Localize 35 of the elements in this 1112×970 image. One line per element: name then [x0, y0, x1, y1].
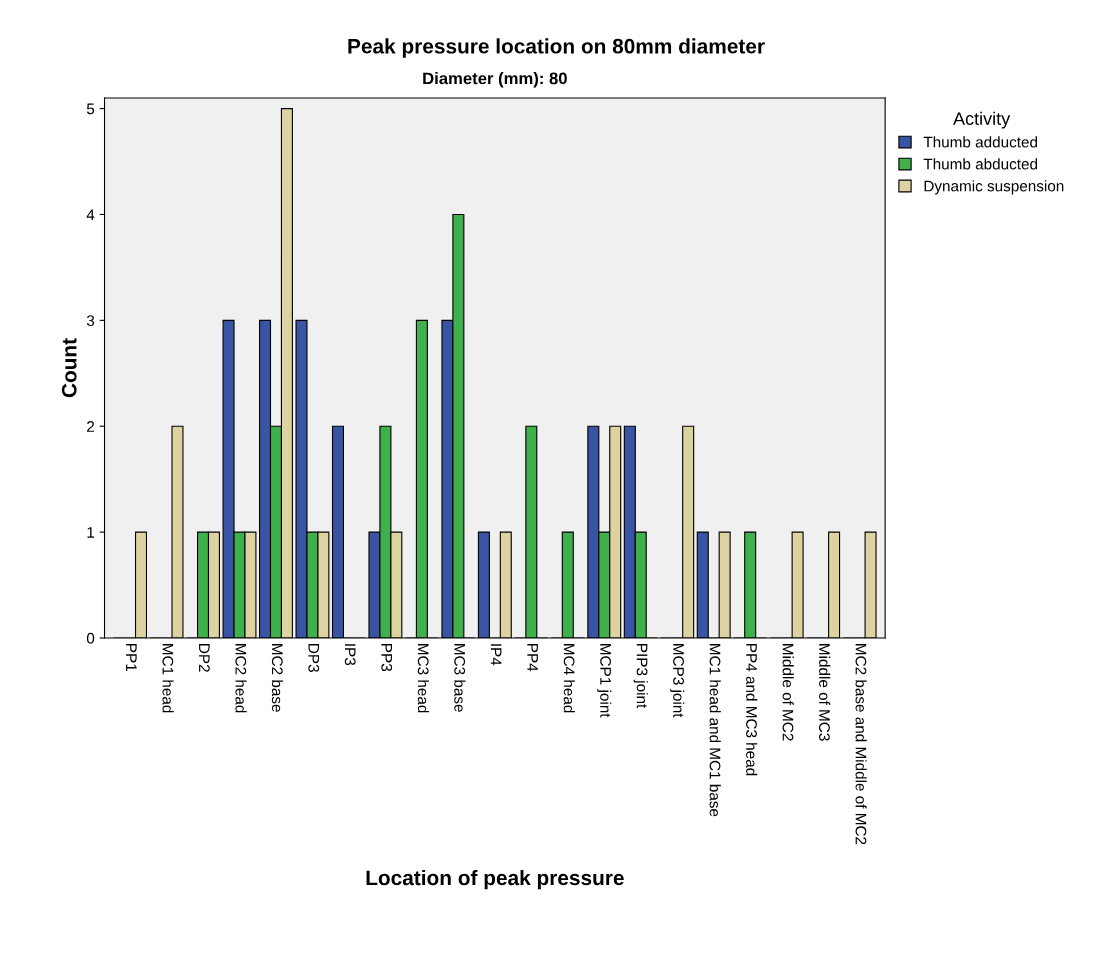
y-tick-label: 4	[86, 209, 95, 221]
x-tick-label: Middle of MC2	[782, 644, 794, 741]
y-axis-title: Count	[61, 338, 77, 398]
x-tick-label: MC2 head	[235, 644, 247, 713]
chart-title: Peak pressure location on 80mm diameter	[348, 38, 765, 58]
x-axis-title: Location of peak pressure	[366, 869, 624, 890]
y-tick-label: 3	[86, 315, 95, 327]
x-tick-label: IP4	[490, 644, 502, 666]
legend-label: Thumb abducted	[923, 158, 1038, 170]
x-tick-label: MC2 base	[271, 644, 284, 712]
x-tick-label: MCP3 joint	[670, 644, 685, 718]
x-tick-label: MC1 head	[162, 644, 174, 713]
legend-title: Activity	[953, 111, 1011, 129]
y-tick-label: 5	[86, 103, 95, 115]
x-tick-label: PP4 and MC3 head	[746, 644, 758, 776]
x-tick-label: PP3	[381, 644, 393, 672]
x-tick-label: MCP1 joint	[597, 644, 612, 718]
x-tick-label: PP4	[527, 644, 538, 672]
x-tick-label: DP2	[199, 644, 210, 672]
x-tick-label: MC1 head and MC1 base	[709, 644, 721, 817]
x-tick-label: MC2 base and Middle of MC2	[855, 644, 867, 845]
x-tick-label: MC3 base	[454, 644, 466, 712]
x-tick-label: PIP3 joint	[633, 644, 648, 709]
x-tick-label: MC4 head	[563, 644, 575, 713]
x-tick-label: MC3 head	[417, 644, 430, 713]
chart-subtitle: Diameter (mm): 80	[423, 72, 567, 88]
x-tick-label: DP3	[308, 644, 320, 672]
legend-label: Thumb adducted	[923, 136, 1038, 148]
x-tick-label: PP1	[126, 644, 137, 671]
y-tick-label: 0	[86, 632, 95, 644]
x-tick-label: IP3	[344, 644, 356, 666]
y-tick-label: 2	[87, 421, 95, 432]
legend-label: Dynamic suspension	[924, 180, 1064, 195]
x-tick-label: Middle of MC3	[819, 644, 831, 741]
y-tick-label: 1	[87, 527, 95, 538]
